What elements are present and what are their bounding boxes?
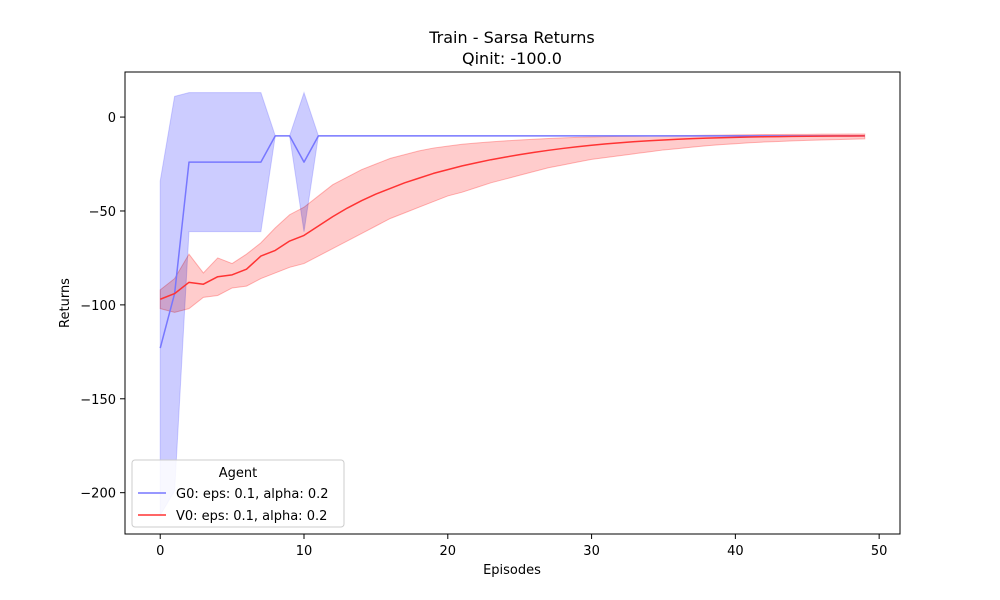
y-axis: 0 −50 −100 −150 −200: [80, 111, 125, 502]
y-axis-label: Returns: [58, 278, 73, 328]
legend-label-g0: G0: eps: 0.1, alpha: 0.2: [176, 487, 329, 502]
plot-frame: [124, 71, 901, 535]
y-tick-label: 0: [108, 111, 116, 126]
plot-area: [159, 91, 866, 518]
legend-title: Agent: [219, 466, 257, 481]
legend-box: [131, 459, 345, 528]
x-axis-label: Episodes: [483, 563, 541, 578]
legend: Agent G0: eps: 0.1, alpha: 0.2 V0: eps: …: [131, 459, 345, 528]
legend-label-v0: V0: eps: 0.1, alpha: 0.2: [176, 509, 327, 524]
x-tick-label: 40: [727, 544, 744, 559]
chart-title: Train - Sarsa Returns: [428, 28, 595, 47]
x-tick-label: 0: [156, 544, 164, 559]
y-tick-label: −150: [80, 393, 116, 408]
x-tick-label: 30: [583, 544, 600, 559]
band-v0: [159, 133, 866, 313]
chart-subtitle: Qinit: -100.0: [462, 49, 562, 68]
x-tick-label: 50: [871, 544, 888, 559]
x-tick-label: 10: [296, 544, 313, 559]
y-tick-label: −100: [80, 299, 116, 314]
x-tick-label: 20: [440, 544, 457, 559]
y-tick-label: −50: [89, 205, 116, 220]
series-line-g0: [159, 135, 865, 349]
y-tick-label: −200: [80, 487, 116, 502]
x-axis: 0 10 20 30 40 50: [156, 534, 887, 559]
series-line-v0: [159, 135, 865, 300]
